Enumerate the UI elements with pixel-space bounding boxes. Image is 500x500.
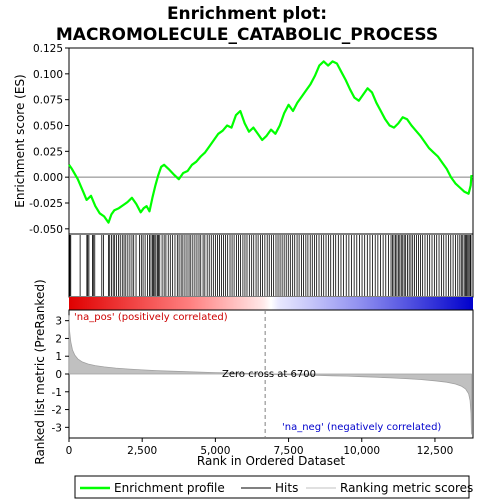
legend-enrichment-label: Enrichment profile <box>114 481 225 495</box>
legend-box <box>74 475 470 499</box>
es-panel-frame <box>68 47 474 235</box>
es-ytick-label-2: 0.000 <box>33 172 63 184</box>
xtick-label-5: 12,500 <box>417 445 454 457</box>
xtick-label-1: 2,500 <box>127 445 157 457</box>
rank-ytick-label-3: 0 <box>55 369 62 381</box>
xtick-label-0: 0 <box>66 445 73 457</box>
xlabel: Rank in Ordered Dataset <box>197 454 345 468</box>
axes-layer: -0.050 -0.025 0.000 0.025 0.050 0.075 0.100 0.1… <box>29 43 453 457</box>
neg-correlated-label: 'na_neg' (negatively correlated) <box>282 422 441 433</box>
rank-ytick-label-6: -3 <box>52 422 62 434</box>
legend-ranking-label: Ranking metric scores <box>340 481 473 495</box>
chart-title-line1: Enrichment plot: <box>167 4 327 24</box>
es-ytick-label-5: 0.075 <box>33 95 63 107</box>
hits-layer <box>69 235 472 296</box>
es-profile-line <box>68 60 473 224</box>
es-ytick-label-3: 0.025 <box>33 146 63 158</box>
rank-ytick-label-2: 1 <box>55 351 62 363</box>
xtick-label-3: 7,500 <box>274 445 304 457</box>
zero-cross-label: Zero cross at 6700 <box>222 369 316 380</box>
pos-correlated-label: 'na_pos' (positively correlated) <box>74 312 228 323</box>
rank-ytick-label-4: -1 <box>52 387 62 399</box>
xtick-label-2: 5,000 <box>200 445 230 457</box>
es-ytick-label-6: 0.100 <box>33 69 63 81</box>
rank-color-bar <box>69 297 473 310</box>
rank-ytick-label-0: 3 <box>55 316 62 328</box>
rank-ytick-label-5: -2 <box>52 405 62 417</box>
legend-hits-label: Hits <box>275 481 298 495</box>
es-ytick-label-1: -0.025 <box>29 198 63 210</box>
rank-layer <box>68 310 472 438</box>
chart-title-line2: MACROMOLECULE_CATABOLIC_PROCESS <box>56 25 438 45</box>
es-ylabel: Enrichment score (ES) <box>13 74 27 207</box>
es-ytick-label-4: 0.050 <box>33 121 63 133</box>
xtick-label-4: 10,000 <box>343 445 380 457</box>
rank-ylabel: Ranked list metric (PreRanked) <box>33 279 47 464</box>
es-ytick-label-7: 0.125 <box>33 43 63 55</box>
rank-ytick-label-1: 2 <box>55 333 62 345</box>
es-layer <box>68 60 473 224</box>
es-ytick-label-0: -0.050 <box>29 224 63 236</box>
